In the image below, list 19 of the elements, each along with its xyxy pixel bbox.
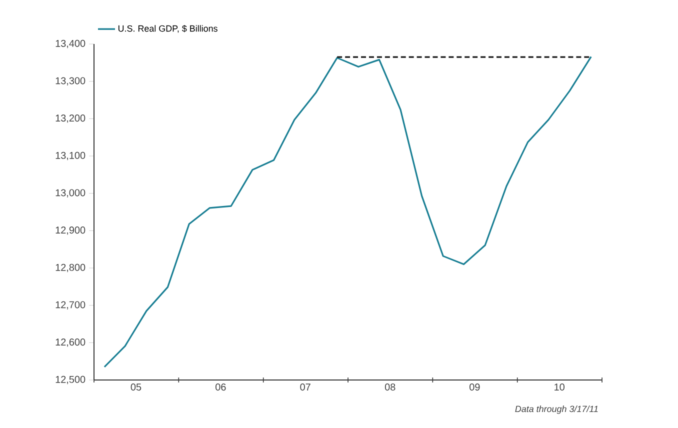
legend-label: U.S. Real GDP, $ Billions (118, 24, 218, 33)
x-tick-label: 06 (216, 384, 226, 391)
y-tick-label: 13,100 (56, 152, 86, 160)
y-tick-label: 12,600 (56, 338, 86, 347)
y-tick-label: 12,700 (56, 301, 86, 310)
x-tick-label: 05 (130, 384, 142, 391)
y-tick-label: 12,500 (56, 376, 86, 384)
y-tick-label: 12,900 (56, 226, 86, 235)
x-tick-label: 10 (554, 384, 564, 391)
y-tick-label: 13,200 (56, 114, 86, 123)
y-tick-label: 13,300 (56, 77, 86, 86)
x-tick-label: 09 (470, 384, 480, 391)
y-tick-label: 13,000 (56, 189, 86, 198)
y-tick-label: 13,400 (56, 40, 86, 48)
y-tick-label: 12,800 (56, 264, 86, 272)
text: Data through 3/17/11 (515, 406, 598, 414)
x-tick-label: 07 (300, 384, 310, 391)
x-tick-label: 08 (384, 384, 396, 391)
line-series (104, 56, 592, 368)
